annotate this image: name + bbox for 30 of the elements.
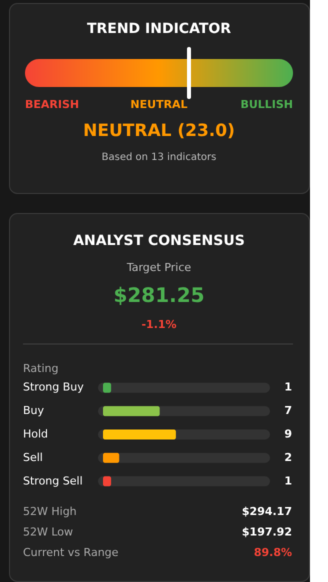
text: BULLISH (240, 98, 293, 111)
text: $281.25 (113, 283, 205, 307)
text: BEARISH (25, 98, 80, 111)
y-tick-label: Strong Sell (23, 474, 83, 488)
text: Current vs Range (23, 546, 119, 559)
data-label: 1 (284, 474, 292, 488)
bar (103, 382, 112, 393)
text: 52W High (23, 505, 77, 518)
text: 52W Low (23, 526, 74, 538)
text: 89.8% (254, 546, 292, 559)
text: $294.17 (242, 505, 292, 518)
data-label: 1 (284, 380, 292, 394)
text: Target Price (126, 261, 192, 274)
data-label: 7 (284, 404, 292, 418)
text: -1.1% (141, 318, 177, 331)
text: NEUTRAL (23.0) (83, 121, 235, 141)
y-tick-label: Strong Buy (23, 380, 84, 394)
text: $197.92 (242, 526, 292, 538)
y-tick-label: Hold (23, 428, 48, 440)
data-label: 9 (284, 428, 292, 440)
bar (103, 476, 112, 486)
text: TREND INDICATOR (86, 21, 232, 37)
y-tick-label: Buy (23, 404, 45, 418)
chart-title: ANALYST CONSENSUS (73, 233, 245, 249)
text: Based on 13 indicators (102, 152, 216, 163)
bar (103, 452, 120, 463)
y-axis-title: Rating (23, 362, 58, 375)
y-tick-label: Sell (23, 450, 43, 464)
data-label: 2 (284, 450, 292, 464)
text: NEUTRAL (130, 98, 188, 111)
